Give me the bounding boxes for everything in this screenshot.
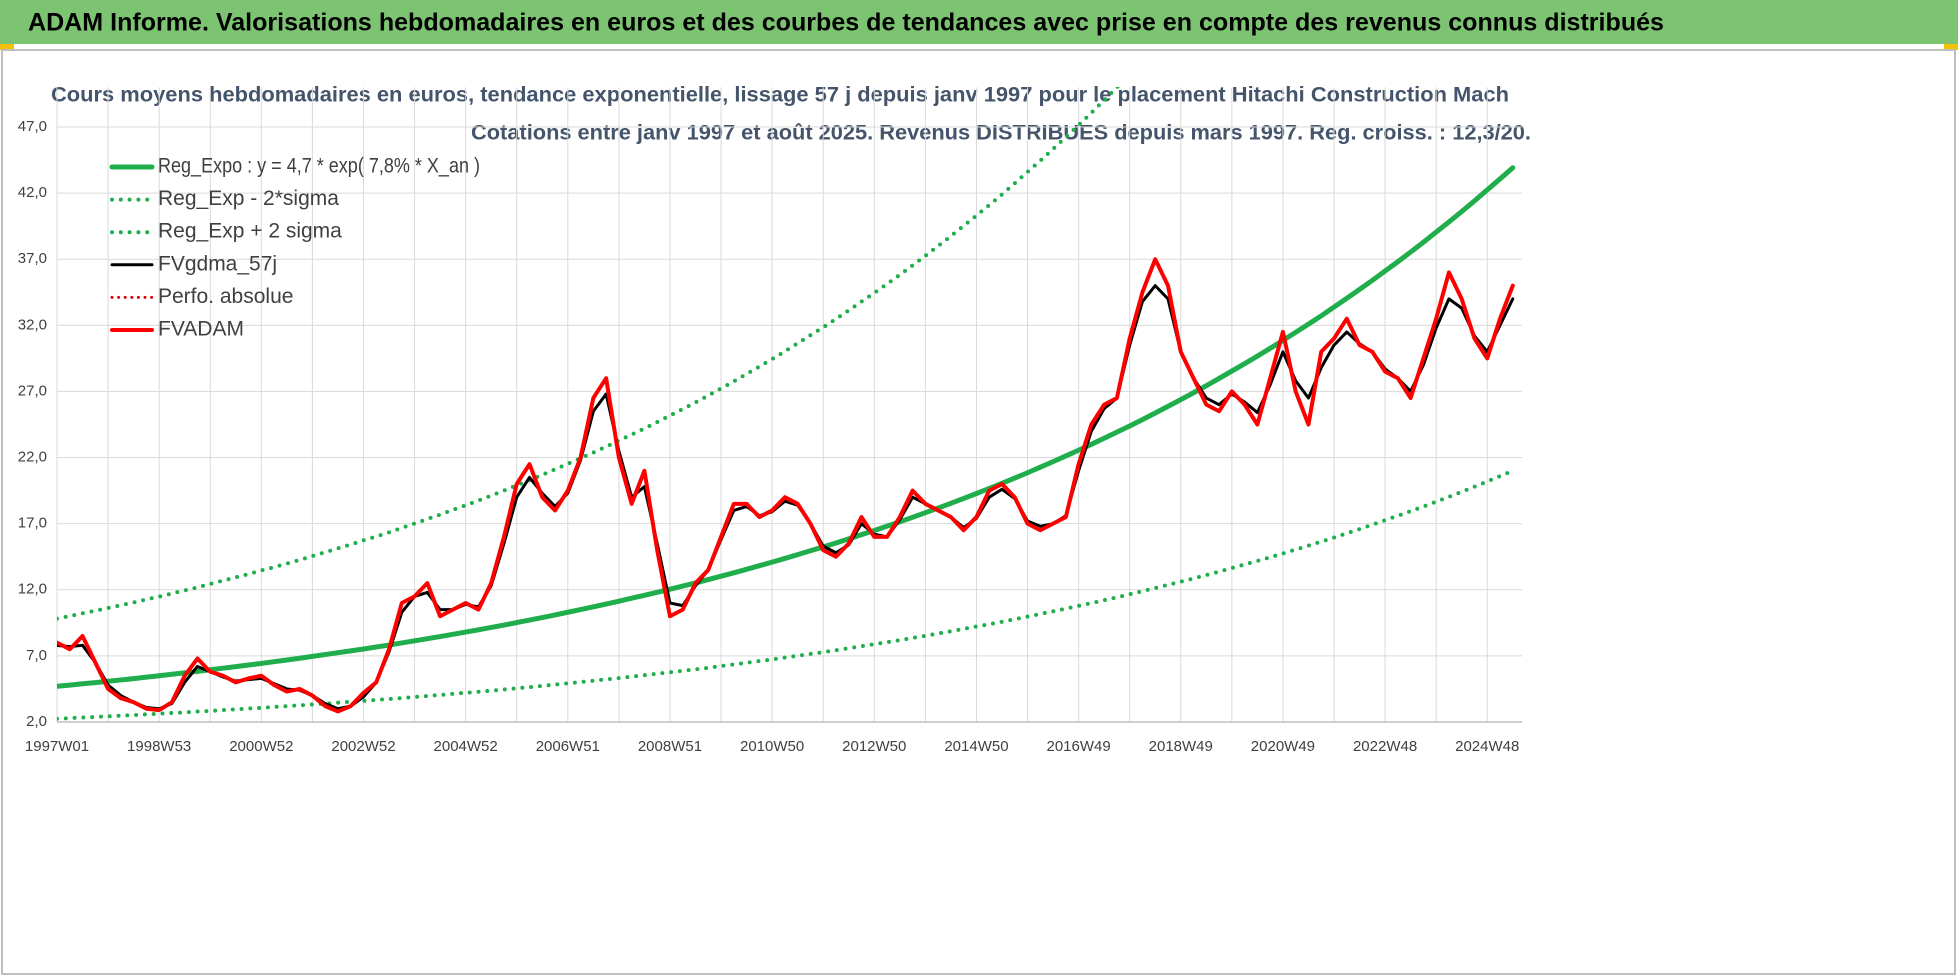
y-tick-label: 42,0 — [18, 184, 47, 201]
x-tick-label: 2006W51 — [536, 738, 600, 755]
legend-label: Reg_Exp - 2*sigma — [158, 187, 339, 210]
y-tick-label: 27,0 — [18, 382, 47, 399]
legend-label: FVADAM — [158, 318, 244, 341]
x-tick-label: 1997W01 — [25, 738, 89, 755]
y-tick-label: 2,0 — [26, 713, 47, 730]
x-tick-label: 2018W49 — [1149, 738, 1213, 755]
series-line — [57, 165, 1516, 689]
grid-layer — [56, 87, 1522, 723]
x-tick-label: 2022W48 — [1353, 738, 1417, 755]
chart-subtitle: Cotations entre janv 1997 et août 2025. … — [471, 122, 1531, 145]
series-line — [57, 468, 1515, 721]
header-bar — [0, 0, 1958, 44]
chart-title: ADAM Informe. Valorisations hebdomadaire… — [28, 9, 1664, 37]
series-line — [57, 257, 1515, 714]
legend-label: Perfo. absolue — [158, 285, 293, 308]
plot-area — [57, 87, 1516, 721]
y-tick-label: 7,0 — [26, 647, 47, 664]
y-tick-label: 17,0 — [18, 515, 47, 532]
x-tick-label: 2014W50 — [944, 738, 1008, 755]
y-tick-label: 32,0 — [18, 316, 47, 333]
x-tick-label: 1998W53 — [127, 738, 191, 755]
legend-label: FVgdma_57j — [158, 252, 277, 275]
chart-frame — [1, 49, 1956, 975]
y-tick-label: 37,0 — [18, 250, 47, 267]
x-tick-label: 2012W50 — [842, 738, 906, 755]
chart-subtitle: Cours moyens hebdomadaires en euros, ten… — [51, 84, 1509, 107]
corner-mark — [0, 44, 14, 50]
legend-label: Reg_Expo : y = 4,7 * exp( 7,8% * X_an ) — [158, 155, 480, 178]
x-tick-label: 2016W49 — [1046, 738, 1110, 755]
x-tick-label: 2004W52 — [434, 738, 498, 755]
x-tick-label: 2024W48 — [1455, 738, 1519, 755]
x-tick-label: 2010W50 — [740, 738, 804, 755]
x-tick-label: 2008W51 — [638, 738, 702, 755]
x-tick-label: 2002W52 — [331, 738, 395, 755]
axes-layer: 2,0 7,0 12,0 17,0 22,0 27,0 32,0 37,0 42,0 47,0 19… — [18, 118, 1522, 755]
x-tick-label: 2000W52 — [229, 738, 293, 755]
y-tick-label: 47,0 — [18, 118, 47, 135]
x-tick-label: 2020W49 — [1251, 738, 1315, 755]
legend-label: Reg_Exp + 2 sigma — [158, 220, 342, 243]
y-tick-label: 12,0 — [18, 581, 47, 598]
y-tick-label: 22,0 — [18, 449, 47, 466]
legend: Reg_Expo : y = 4,7 * exp( 7,8% * X_an ) R… — [109, 155, 480, 341]
corner-mark — [1944, 44, 1958, 50]
